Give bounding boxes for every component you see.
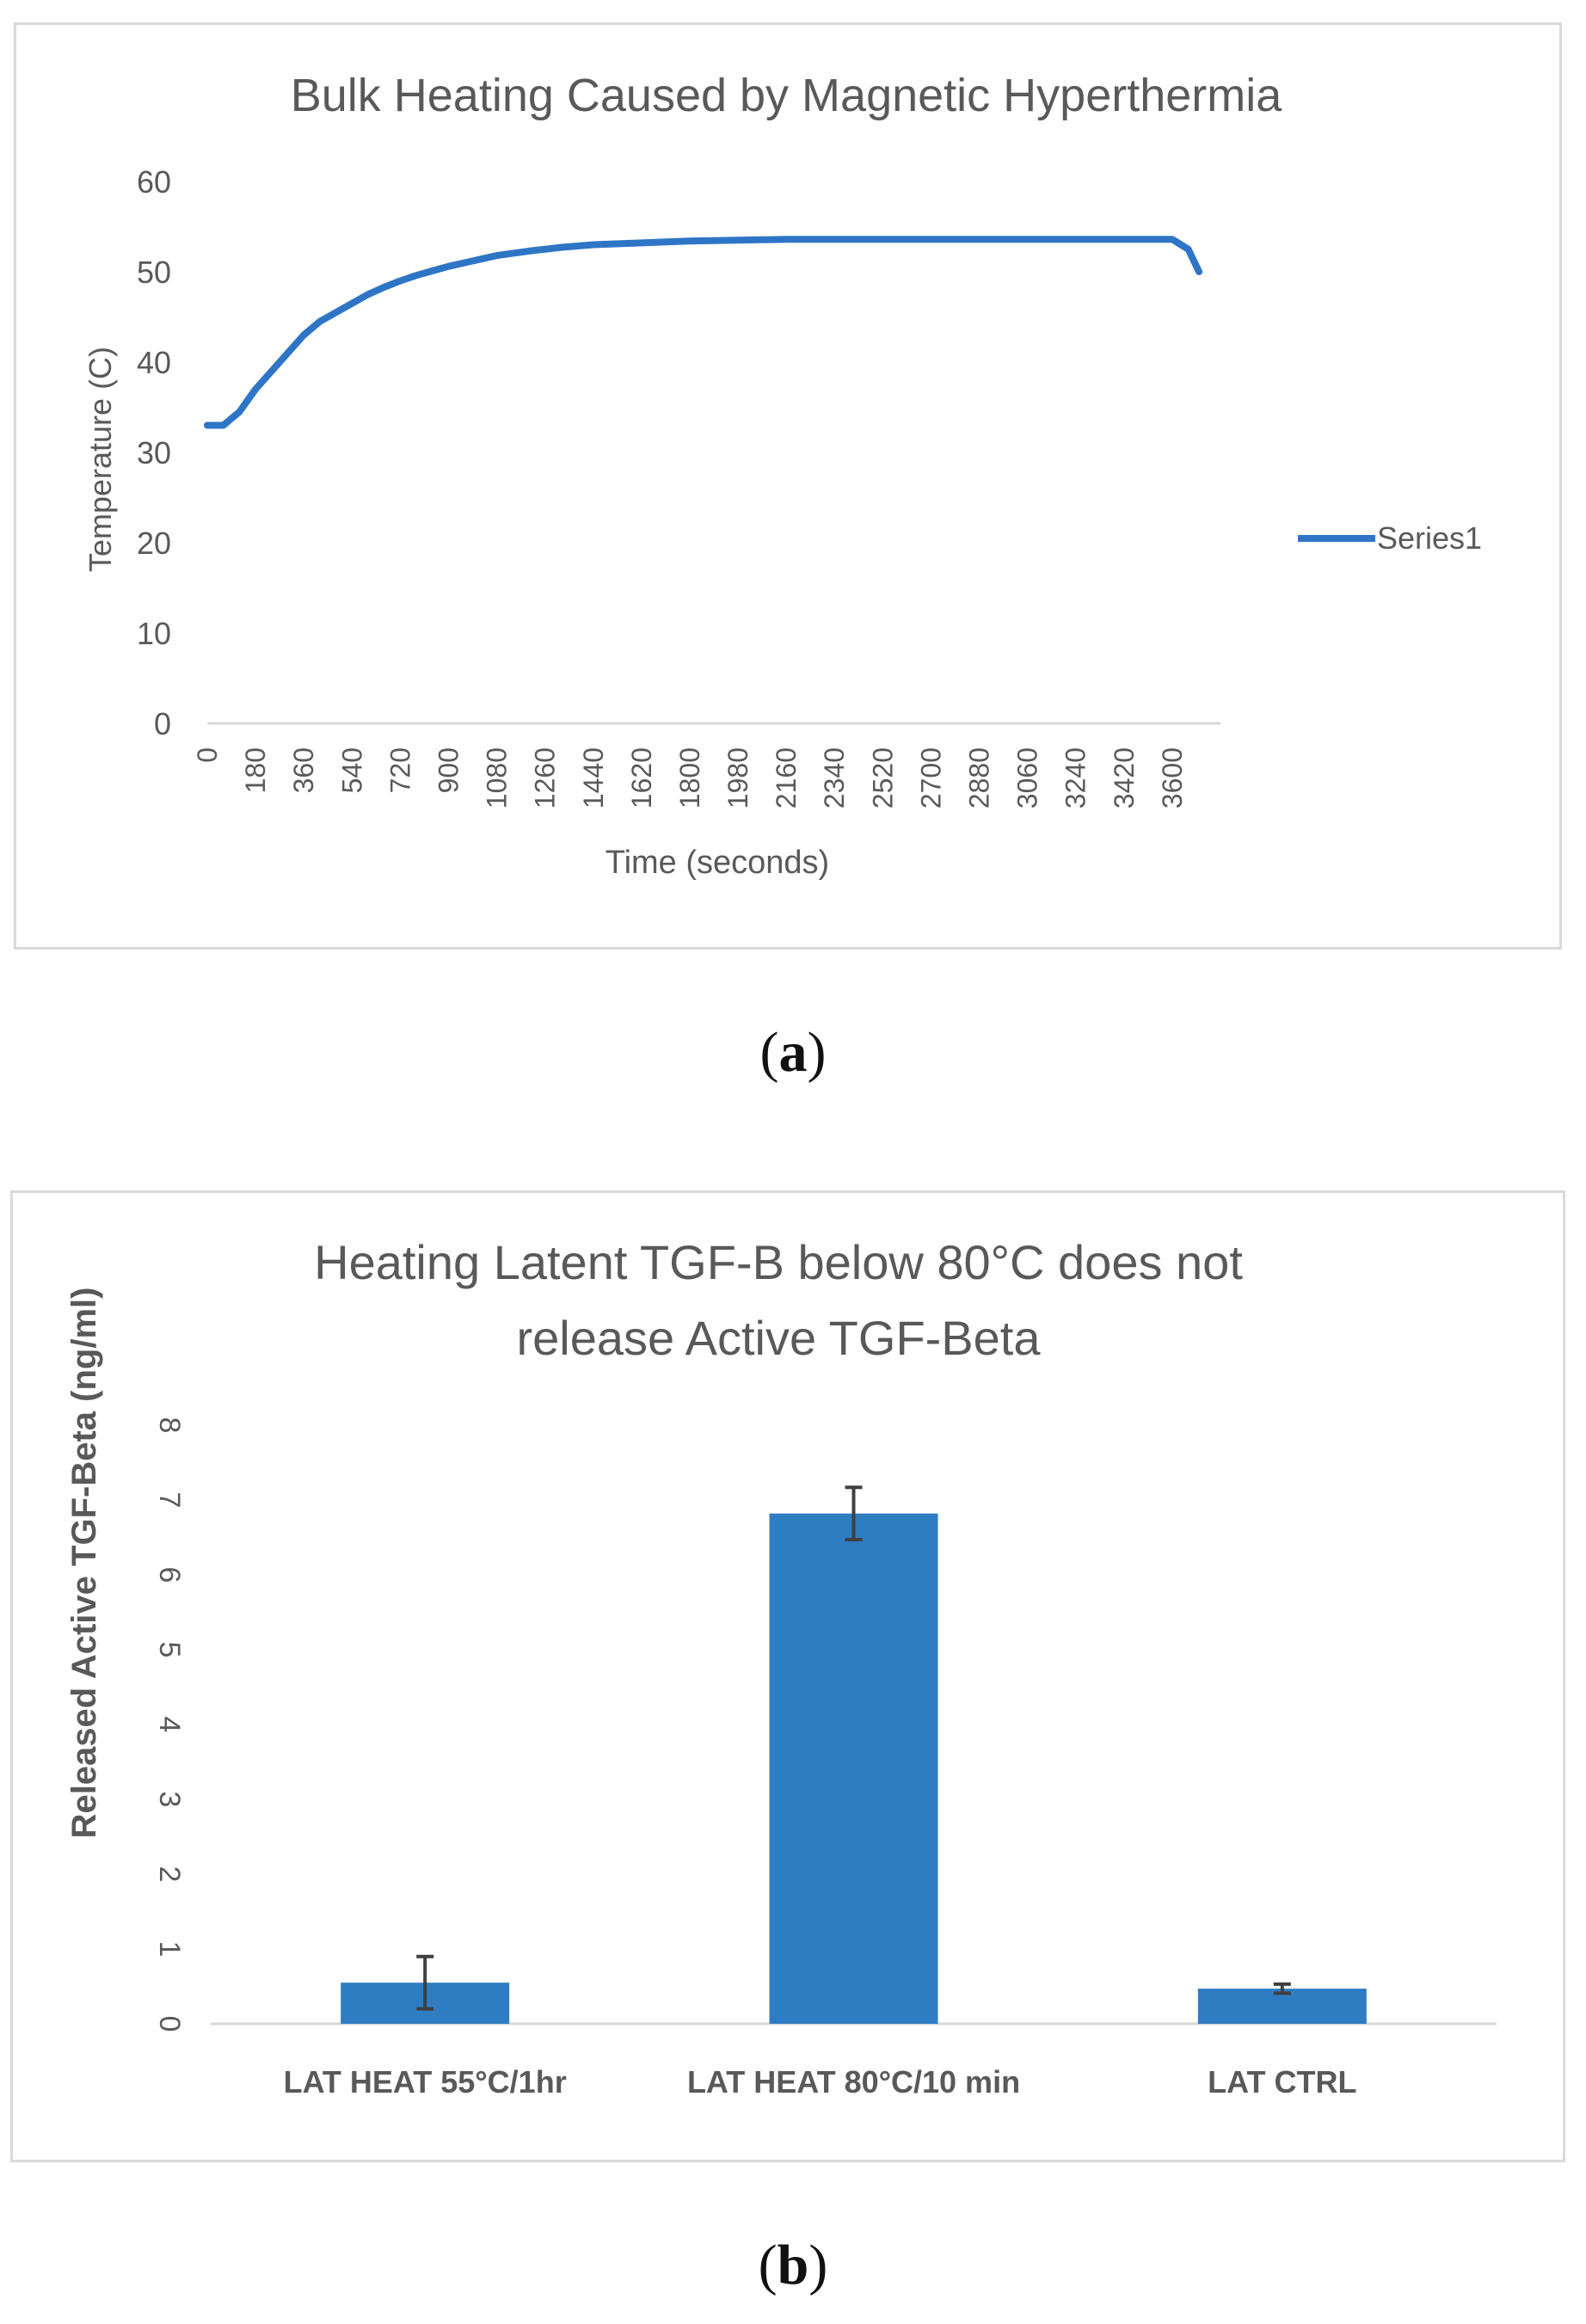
chart-a-title: Bulk Heating Caused by Magnetic Hyperthe… bbox=[291, 70, 1283, 121]
chart-a-legend: Series1 bbox=[1298, 520, 1482, 556]
chart-a-x-tick-label: 3060 bbox=[1012, 747, 1043, 808]
chart-a-x-tick-label: 900 bbox=[433, 747, 464, 793]
caption-b-letter: b bbox=[777, 2234, 809, 2296]
caption-a-open: ( bbox=[759, 1021, 779, 1084]
chart-a-x-tick-label: 2880 bbox=[964, 747, 995, 808]
chart-a-x-tick-label: 1080 bbox=[482, 747, 513, 808]
caption-b-open: ( bbox=[758, 2234, 778, 2296]
line-chart-panel: Bulk Heating Caused by Magnetic Hyperthe… bbox=[14, 22, 1562, 950]
chart-a-y-tick-label: 40 bbox=[137, 345, 171, 380]
series-line-series1 bbox=[204, 236, 1203, 429]
chart-b-y-tick-label: 4 bbox=[153, 1717, 186, 1733]
chart-a-y-tick-label: 60 bbox=[137, 164, 171, 200]
line-chart: Bulk Heating Caused by Magnetic Hyperthe… bbox=[83, 70, 1482, 881]
chart-b-title-line1: Heating Latent TGF-B below 80°C does not bbox=[314, 1235, 1243, 1289]
caption-a: (a) bbox=[0, 1020, 1586, 1085]
caption-b: (b) bbox=[0, 2233, 1586, 2298]
chart-b-y-tick-label: 1 bbox=[153, 1941, 186, 1958]
caption-a-letter: a bbox=[778, 1021, 808, 1084]
chart-a-x-axis-label: Time (seconds) bbox=[606, 845, 829, 881]
chart-a-y-tick-label: 50 bbox=[137, 255, 171, 290]
chart-b-category-label: LAT HEAT 55°C/1hr bbox=[284, 2064, 567, 2100]
chart-b-y-tick-label: 0 bbox=[153, 2016, 186, 2032]
caption-b-close: ) bbox=[808, 2234, 828, 2296]
chart-b-y-tick-label: 6 bbox=[153, 1567, 186, 1583]
chart-a-y-axis-label: Temperature (C) bbox=[83, 347, 118, 572]
chart-a-x-tick-label: 180 bbox=[240, 747, 271, 793]
chart-a-x-tick-label: 2700 bbox=[915, 747, 946, 808]
chart-b-y-tick-label: 2 bbox=[153, 1866, 186, 1883]
caption-a-close: ) bbox=[807, 1021, 827, 1084]
bar-2 bbox=[769, 1513, 938, 2024]
chart-a-y-tick-label: 10 bbox=[137, 616, 171, 651]
chart-a-x-tick-label: 360 bbox=[288, 747, 319, 793]
chart-b-category-label: LAT HEAT 80°C/10 min bbox=[687, 2064, 1020, 2100]
chart-b-y-tick-label: 7 bbox=[153, 1492, 186, 1509]
chart-a-x-tick-label: 3420 bbox=[1109, 747, 1140, 808]
chart-a-x-tick-label: 1800 bbox=[674, 747, 705, 808]
chart-a-x-tick-label: 0 bbox=[192, 747, 223, 763]
chart-a-y-tick-label: 0 bbox=[154, 706, 171, 741]
chart-b-y-tick-label: 8 bbox=[153, 1417, 186, 1434]
chart-a-x-tick-label: 3240 bbox=[1060, 747, 1091, 808]
bar-chart-panel: Heating Latent TGF-B below 80°C does not… bbox=[10, 1190, 1565, 2162]
chart-a-x-tick-label: 2520 bbox=[867, 747, 898, 808]
chart-a-x-tick-label: 1980 bbox=[722, 747, 753, 808]
chart-a-x-tick-label: 1440 bbox=[578, 747, 609, 808]
chart-a-x-tick-label: 2340 bbox=[819, 747, 850, 808]
chart-a-x-tick-label: 540 bbox=[336, 747, 367, 793]
bar-chart: Heating Latent TGF-B below 80°C does not… bbox=[65, 1235, 1497, 2100]
chart-b-y-tick-label: 3 bbox=[153, 1792, 186, 1808]
chart-a-x-tick-label: 720 bbox=[384, 747, 415, 793]
chart-b-y-axis-label: Released Active TGF-Beta (ng/ml) bbox=[65, 1288, 103, 1839]
chart-a-x-tick-label: 2160 bbox=[771, 747, 802, 808]
chart-b-title-line2: release Active TGF-Beta bbox=[517, 1311, 1042, 1365]
chart-b-category-label: LAT CTRL bbox=[1208, 2064, 1356, 2100]
chart-a-x-tick-label: 1620 bbox=[626, 747, 657, 808]
chart-a-y-tick-label: 20 bbox=[137, 526, 171, 561]
chart-b-y-tick-label: 5 bbox=[153, 1642, 186, 1658]
chart-a-x-tick-label: 3600 bbox=[1157, 747, 1188, 808]
chart-a-x-tick-label: 1260 bbox=[530, 747, 561, 808]
chart-a-y-tick-label: 30 bbox=[137, 435, 171, 470]
legend-label-series1: Series1 bbox=[1377, 520, 1482, 556]
